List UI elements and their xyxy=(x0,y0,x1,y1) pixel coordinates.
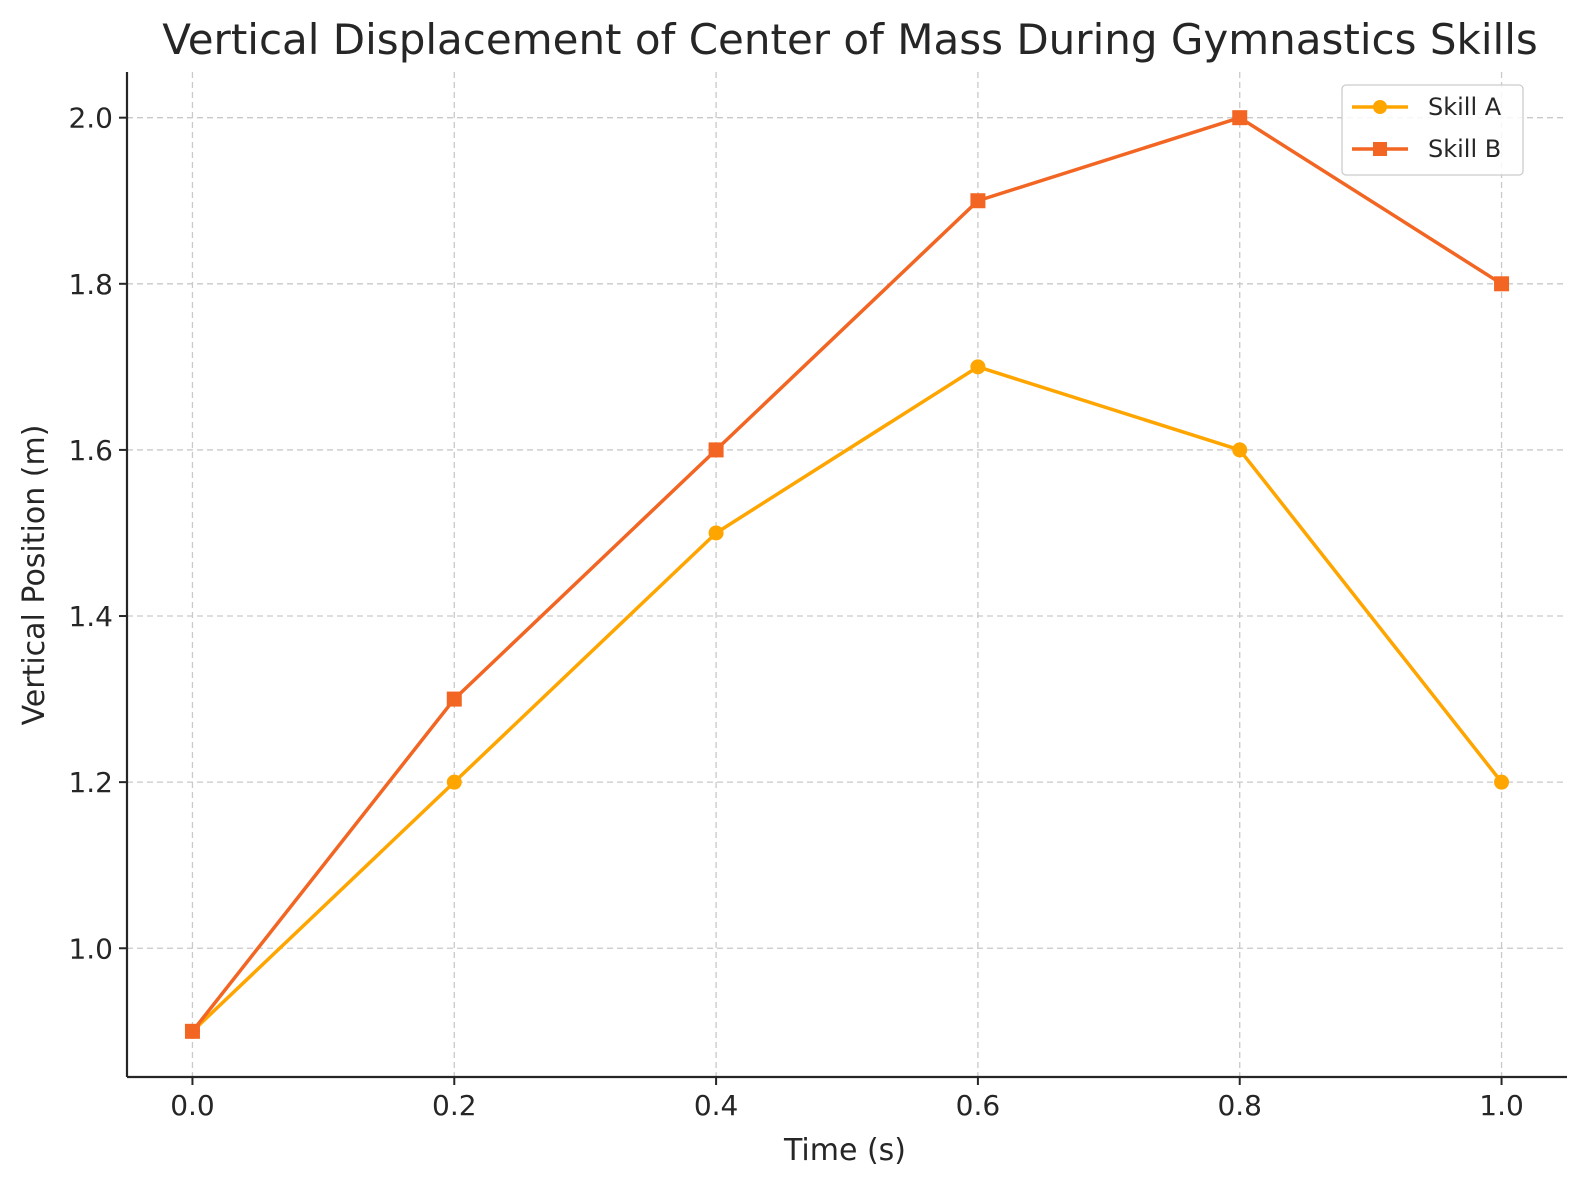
data-point-square xyxy=(1232,110,1248,126)
data-point-circle xyxy=(446,774,462,790)
data-point-circle xyxy=(1494,774,1510,790)
series-line xyxy=(191,115,1503,1033)
y-tick-label: 1.8 xyxy=(68,268,113,301)
y-tick-label: 2.0 xyxy=(68,102,113,135)
x-tick-label: 0.8 xyxy=(1217,1089,1262,1122)
legend-label: Skill A xyxy=(1428,93,1502,121)
legend-label: Skill B xyxy=(1428,135,1501,163)
data-point-square xyxy=(184,1023,200,1039)
legend-marker-circle xyxy=(1373,100,1387,114)
data-point-square xyxy=(708,442,724,458)
y-tick-label: 1.4 xyxy=(68,600,113,633)
y-tick-label: 1.6 xyxy=(68,434,113,467)
axes: 0.0 0.2 0.4 0.6 0.8 1.0 1.0 1.2 1.4 1.6 1.8 2.0 xyxy=(68,72,1567,1122)
series-line xyxy=(191,365,1503,1033)
data-point-square xyxy=(970,193,986,209)
x-axis-label: Time (s) xyxy=(783,1133,906,1168)
chart-title: Vertical Displacement of Center of Mass … xyxy=(162,15,1538,64)
data-point-square xyxy=(446,691,462,707)
x-tick-label: 0.2 xyxy=(432,1089,477,1122)
data-series xyxy=(184,110,1510,1039)
data-point-circle xyxy=(708,525,724,541)
series-skill-b xyxy=(184,110,1510,1039)
x-tick-label: 0.4 xyxy=(694,1089,739,1122)
legend-item: Skill A xyxy=(1352,93,1502,121)
legend-item: Skill B xyxy=(1352,135,1501,163)
x-tick-label: 1.0 xyxy=(1479,1089,1524,1122)
data-point-square xyxy=(1494,276,1510,292)
data-point-circle xyxy=(1232,442,1248,458)
x-tick-label: 0.0 xyxy=(170,1089,215,1122)
y-axis-label: Vertical Position (m) xyxy=(17,425,52,726)
legend: Skill A Skill B xyxy=(1341,84,1524,176)
legend-marker-square xyxy=(1373,142,1387,156)
series-skill-a xyxy=(184,359,1510,1039)
gridlines xyxy=(127,72,1567,1077)
y-tick-label: 1.2 xyxy=(68,766,113,799)
data-point-circle xyxy=(970,359,986,375)
x-tick-label: 0.6 xyxy=(956,1089,1001,1122)
y-tick-label: 1.0 xyxy=(68,932,113,965)
